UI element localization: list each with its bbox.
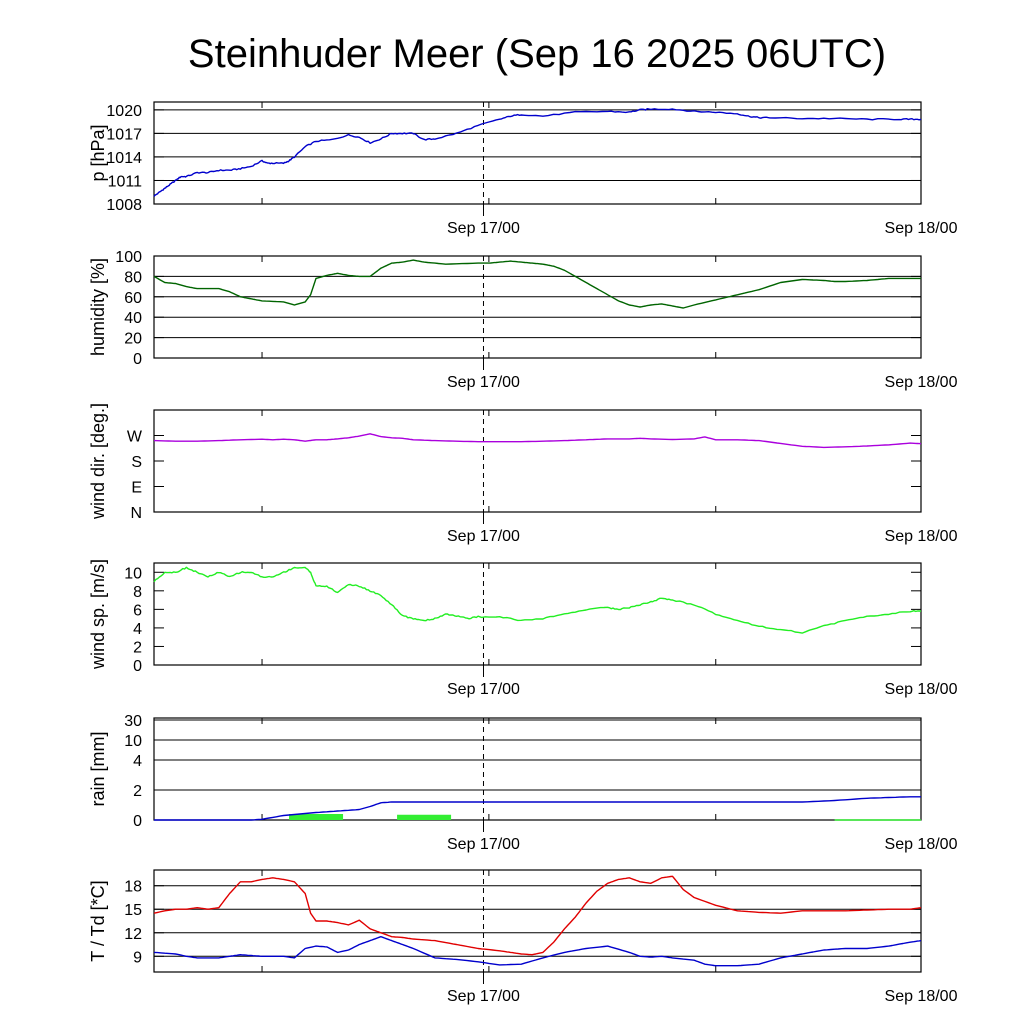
y-tick-label: 6 (133, 602, 142, 619)
plot-frame (153, 101, 922, 205)
plot-frame (153, 869, 922, 973)
y-tick-label: 0 (133, 658, 142, 675)
y-axis-title: p [hPa] (88, 124, 108, 181)
x-tick-label: Sep 17/00 (447, 988, 520, 1005)
plot-frame (153, 717, 922, 821)
panel-4: 0 2 4 10 30 Sep 17/00 Sep 18/00 rain [mm] (88, 713, 958, 853)
series-line-accumulated-precipitation (154, 796, 921, 821)
plot-frame (153, 562, 922, 666)
y-tick-label: 0 (133, 351, 142, 368)
y-tick-label: E (131, 480, 142, 497)
y-tick-label: 1008 (106, 197, 142, 214)
x-tick-label: Sep 17/00 (447, 836, 520, 853)
x-tick-label: Sep 18/00 (885, 220, 958, 237)
y-tick-label: 12 (124, 926, 142, 943)
y-tick-label: 4 (133, 753, 142, 770)
x-tick-label: Sep 18/00 (885, 988, 958, 1005)
y-tick-label: S (131, 454, 142, 471)
panel-1: 0 20 40 60 80 100 Sep 17/00 Sep 18/00 humidity [… (88, 249, 958, 391)
y-axis-title: humidity [%] (88, 258, 108, 356)
y-tick-label: 1020 (106, 103, 142, 120)
x-tick-label: Sep 18/00 (885, 681, 958, 698)
y-tick-label: 18 (124, 879, 142, 896)
y-tick-label: 8 (133, 584, 142, 601)
y-tick-label: 1011 (108, 173, 143, 190)
x-tick-label: Sep 17/00 (447, 374, 520, 391)
x-tick-label: Sep 18/00 (885, 528, 958, 545)
y-tick-label: N (130, 505, 142, 522)
series-line-temperature (153, 875, 922, 956)
y-tick-label: 1017 (106, 126, 142, 143)
plot-frame (153, 255, 922, 359)
y-axis-title: wind dir. [deg.] (88, 403, 108, 520)
y-tick-label: 10 (124, 565, 142, 582)
y-tick-label: 40 (124, 310, 142, 327)
x-tick-label: Sep 18/00 (885, 836, 958, 853)
series-line-pressure (153, 108, 922, 197)
y-tick-label: 10 (124, 733, 142, 750)
series-line-relative-humidity (153, 259, 921, 309)
y-tick-label: 20 (124, 331, 142, 348)
precipitation-bar (834, 819, 921, 821)
precipitation-bar (289, 814, 344, 820)
series-line-wind-speed (153, 566, 922, 634)
plot-frame (153, 409, 922, 513)
y-axis-title: T / Td [*C] (88, 880, 108, 961)
y-tick-label: 0 (133, 813, 142, 830)
y-tick-label: 1014 (106, 150, 142, 167)
panel-3: 0 24 68 10 Sep 17/00 Sep 18/00 wind sp. [m/s] (88, 559, 958, 698)
x-tick-label: Sep 17/00 (447, 528, 520, 545)
series-line-dew-point (153, 936, 922, 967)
y-tick-label: W (127, 429, 143, 446)
y-tick-label: 2 (133, 783, 142, 800)
y-tick-label: 60 (124, 290, 142, 307)
panel-0: 1008 1011 1014 1017 1020 Sep 17/00 Sep 18/00 p … (88, 101, 958, 237)
y-tick-label: 80 (124, 269, 142, 286)
series-line-wind-direction (153, 433, 922, 449)
y-tick-label: 2 (133, 639, 142, 656)
x-tick-label: Sep 17/00 (447, 681, 520, 698)
y-tick-label: 15 (124, 902, 142, 919)
y-tick-label: 4 (133, 621, 142, 638)
y-axis-title: wind sp. [m/s] (88, 559, 108, 670)
x-tick-label: Sep 18/00 (885, 374, 958, 391)
x-tick-label: Sep 17/00 (447, 220, 520, 237)
y-tick-label: 9 (133, 949, 142, 966)
y-tick-label: 30 (124, 713, 142, 730)
panel-5: 9 12 15 18 Sep 17/00 Sep 18/00 T / Td [*C] (88, 869, 958, 1005)
precipitation-bar (397, 814, 452, 820)
chart-title: Steinhuder Meer (Sep 16 2025 06UTC) (188, 32, 886, 76)
y-tick-label: 100 (115, 249, 142, 266)
y-axis-title: rain [mm] (88, 731, 108, 806)
